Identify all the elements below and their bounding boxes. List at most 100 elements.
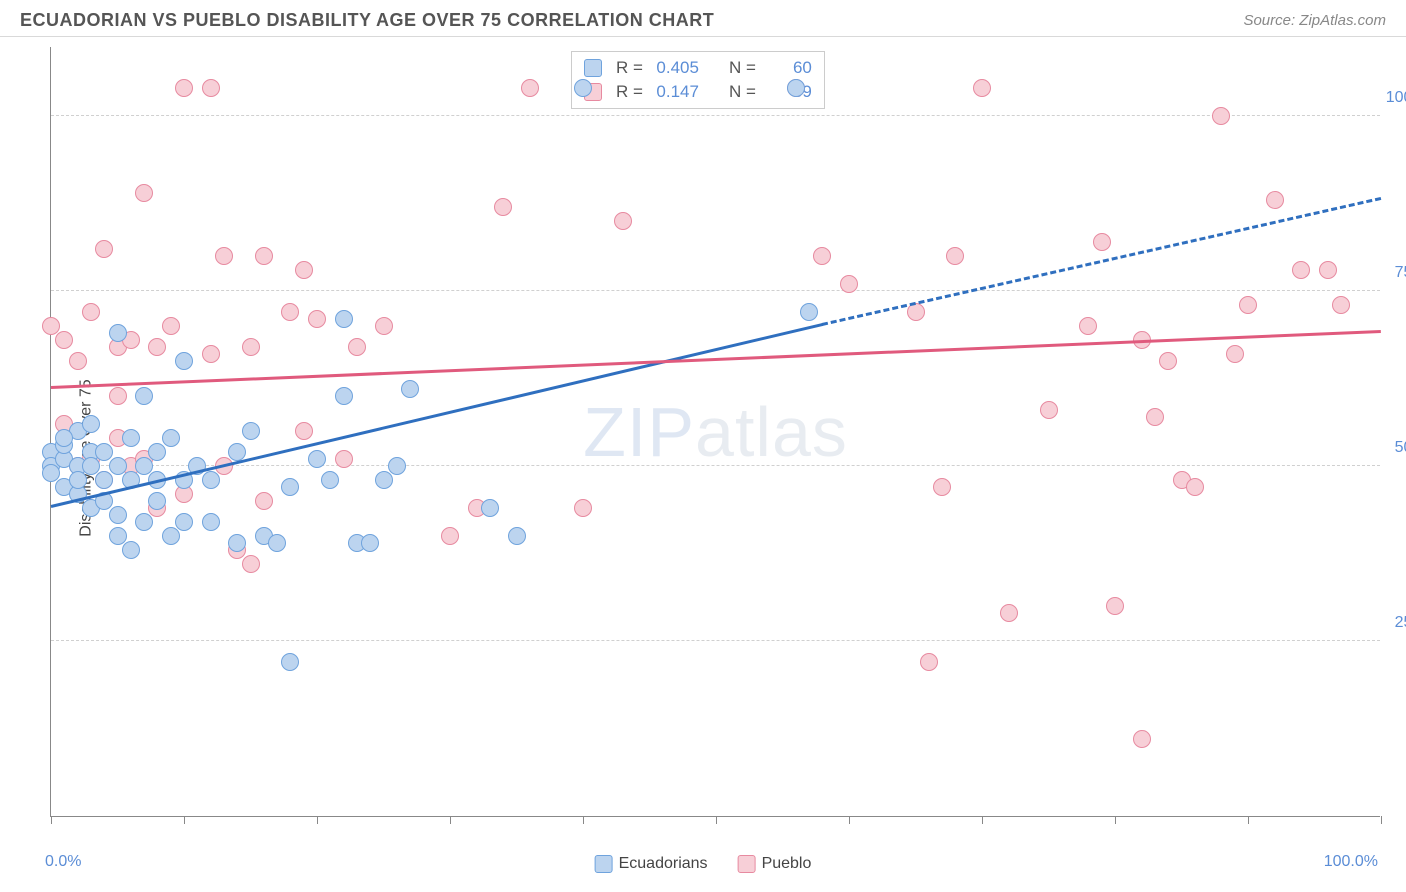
data-point <box>840 275 858 293</box>
data-point <box>55 429 73 447</box>
y-tick-label: 25.0% <box>1395 614 1406 632</box>
legend-label: Ecuadorians <box>619 855 708 873</box>
data-point <box>401 380 419 398</box>
x-tick <box>317 816 318 824</box>
data-point <box>242 422 260 440</box>
data-point <box>255 247 273 265</box>
data-point <box>574 79 592 97</box>
data-point <box>508 527 526 545</box>
data-point <box>148 338 166 356</box>
data-point <box>281 303 299 321</box>
data-point <box>228 443 246 461</box>
grid-line <box>51 465 1380 466</box>
data-point <box>295 422 313 440</box>
data-point <box>1146 408 1164 426</box>
data-point <box>82 415 100 433</box>
data-point <box>281 653 299 671</box>
data-point <box>242 555 260 573</box>
legend-item: Ecuadorians <box>595 855 708 873</box>
data-point <box>813 247 831 265</box>
data-point <box>1332 296 1350 314</box>
data-point <box>95 240 113 258</box>
stats-legend-row: R = 0.147 N = 69 <box>584 80 812 104</box>
data-point <box>122 541 140 559</box>
data-point <box>800 303 818 321</box>
data-point <box>521 79 539 97</box>
data-point <box>162 317 180 335</box>
stats-legend: R = 0.405 N = 60 R = 0.147 N = 69 <box>571 51 825 109</box>
chart-header: ECUADORIAN VS PUEBLO DISABILITY AGE OVER… <box>0 0 1406 37</box>
data-point <box>268 534 286 552</box>
x-tick <box>51 816 52 824</box>
series-legend: Ecuadorians Pueblo <box>595 855 812 873</box>
data-point <box>574 499 592 517</box>
data-point <box>375 471 393 489</box>
y-tick-label: 50.0% <box>1395 439 1406 457</box>
data-point <box>135 184 153 202</box>
data-point <box>295 261 313 279</box>
x-tick <box>716 816 717 824</box>
data-point <box>321 471 339 489</box>
data-point <box>973 79 991 97</box>
data-point <box>69 471 87 489</box>
data-point <box>135 387 153 405</box>
data-point <box>281 478 299 496</box>
trend-line <box>51 323 823 508</box>
data-point <box>228 534 246 552</box>
stat-n-label: N = <box>729 82 756 102</box>
data-point <box>202 345 220 363</box>
data-point <box>95 443 113 461</box>
data-point <box>135 513 153 531</box>
data-point <box>1106 597 1124 615</box>
stats-legend-row: R = 0.405 N = 60 <box>584 56 812 80</box>
data-point <box>441 527 459 545</box>
chart-source: Source: ZipAtlas.com <box>1243 12 1386 29</box>
x-tick <box>849 816 850 824</box>
watermark: ZIPatlas <box>583 392 848 472</box>
data-point <box>148 492 166 510</box>
data-point <box>1212 107 1230 125</box>
data-point <box>494 198 512 216</box>
data-point <box>335 450 353 468</box>
data-point <box>162 527 180 545</box>
data-point <box>946 247 964 265</box>
data-point <box>175 352 193 370</box>
chart-area: Disability Age Over 75 ZIPatlas R = 0.40… <box>0 37 1406 879</box>
data-point <box>335 310 353 328</box>
stat-r-value: 0.405 <box>651 58 699 78</box>
data-point <box>215 247 233 265</box>
x-axis-max-label: 100.0% <box>1324 853 1378 871</box>
data-point <box>375 317 393 335</box>
data-point <box>1292 261 1310 279</box>
data-point <box>1040 401 1058 419</box>
watermark-bold: ZIP <box>583 393 695 471</box>
x-axis-min-label: 0.0% <box>45 853 81 871</box>
data-point <box>1000 604 1018 622</box>
data-point <box>1159 352 1177 370</box>
data-point <box>109 387 127 405</box>
data-point <box>122 429 140 447</box>
data-point <box>787 79 805 97</box>
data-point <box>109 506 127 524</box>
x-tick <box>982 816 983 824</box>
stat-r-label: R = <box>616 82 643 102</box>
y-tick-label: 75.0% <box>1395 264 1406 282</box>
data-point <box>1266 191 1284 209</box>
data-point <box>1226 345 1244 363</box>
x-tick <box>450 816 451 824</box>
y-tick-label: 100.0% <box>1386 89 1406 107</box>
data-point <box>202 79 220 97</box>
data-point <box>255 492 273 510</box>
legend-label: Pueblo <box>762 855 812 873</box>
data-point <box>1079 317 1097 335</box>
data-point <box>933 478 951 496</box>
data-point <box>242 338 260 356</box>
plot-region: ZIPatlas R = 0.405 N = 60 R = 0.147 N = … <box>50 47 1380 817</box>
x-tick <box>184 816 185 824</box>
data-point <box>162 429 180 447</box>
legend-item: Pueblo <box>738 855 812 873</box>
data-point <box>109 324 127 342</box>
x-tick <box>1248 816 1249 824</box>
data-point <box>308 450 326 468</box>
data-point <box>55 331 73 349</box>
